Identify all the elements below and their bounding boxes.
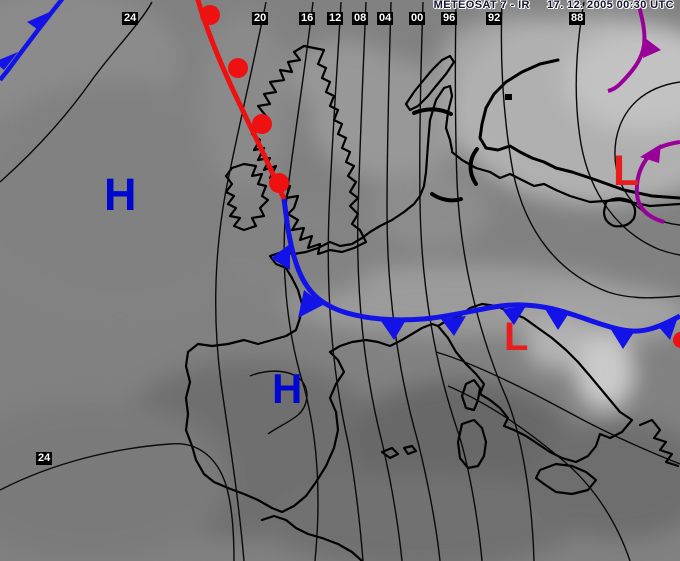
warm-front-semicircle	[269, 173, 289, 193]
isobar-line	[0, 443, 235, 561]
coastline-balearics	[380, 444, 418, 460]
cold-front-triangle	[27, 11, 52, 29]
isobar-line	[357, 1, 403, 561]
isobar-label: 24	[36, 452, 53, 465]
isobar-line	[447, 385, 631, 561]
isobar-line	[575, 1, 680, 256]
trough-arc	[430, 192, 463, 203]
isobar-label: 12	[327, 12, 344, 25]
warm-front	[195, 0, 289, 200]
coastline-africa	[260, 514, 364, 561]
cold-front-northwest	[0, 0, 65, 82]
isobar-label: 16	[299, 12, 316, 25]
cold-front-main	[271, 198, 680, 349]
isobar-line	[435, 351, 680, 465]
coastline-sicily	[534, 462, 598, 496]
cold-front-triangle	[657, 317, 678, 340]
high-pressure-symbol: H	[272, 365, 303, 412]
warm-front-semicircle	[228, 58, 248, 78]
isobar-label: 08	[352, 12, 369, 25]
cold-front-triangle	[502, 306, 526, 325]
cold-front-triangle	[298, 290, 323, 318]
isobar-line	[386, 1, 441, 561]
trough-arc	[468, 147, 479, 186]
coastline-ireland	[224, 162, 270, 232]
isobar-line	[214, 1, 267, 561]
coastline-great-britain	[250, 44, 368, 256]
isobar-line	[454, 1, 535, 561]
trough-arc	[412, 107, 453, 116]
coastline-sardinia	[456, 418, 488, 470]
occluded-front-around-low	[634, 140, 680, 224]
coastline-sweden	[478, 58, 680, 200]
isobar-label: 88	[569, 12, 586, 25]
occluded-front-triangle	[643, 38, 661, 58]
isobar-label: 24	[122, 12, 139, 25]
cold-front-triangle	[271, 244, 290, 270]
cold-front-triangle	[545, 309, 569, 330]
warm-front-semicircle	[200, 5, 220, 25]
coastline-lakes	[602, 197, 637, 228]
isobar-line	[419, 1, 483, 561]
low-pressure-symbol: L	[504, 315, 529, 359]
coastline-norway	[404, 54, 456, 112]
isobar-line	[500, 1, 680, 299]
cold-front-triangle	[441, 316, 466, 336]
coastline-corsica	[460, 378, 482, 412]
occluded-front-triangle	[640, 144, 661, 163]
cold-front-triangle	[610, 328, 634, 349]
image-title: METEOSAT 7 - IR 17. 12. 2005 00:30 UTC	[433, 0, 674, 11]
isobar-label: 00	[409, 12, 426, 25]
isobar-line	[0, 1, 153, 183]
cold-front-triangle	[381, 320, 406, 340]
isobar-label: 20	[252, 12, 269, 25]
warm-front-semicircle	[252, 114, 272, 134]
isobar-label: 96	[441, 12, 458, 25]
isobar-label: 92	[486, 12, 503, 25]
occluded-front-north	[607, 0, 661, 93]
warm-front-semicircle	[673, 332, 680, 348]
trough-marks	[412, 107, 479, 203]
isobar-line	[249, 370, 308, 435]
low-pressure-symbol: L	[613, 147, 640, 195]
isobar-line	[327, 1, 364, 561]
high-pressure-symbol: H	[104, 169, 137, 220]
cold-front-triangle	[0, 52, 18, 70]
isobar-line	[283, 1, 319, 561]
isobar-label: 04	[377, 12, 394, 25]
